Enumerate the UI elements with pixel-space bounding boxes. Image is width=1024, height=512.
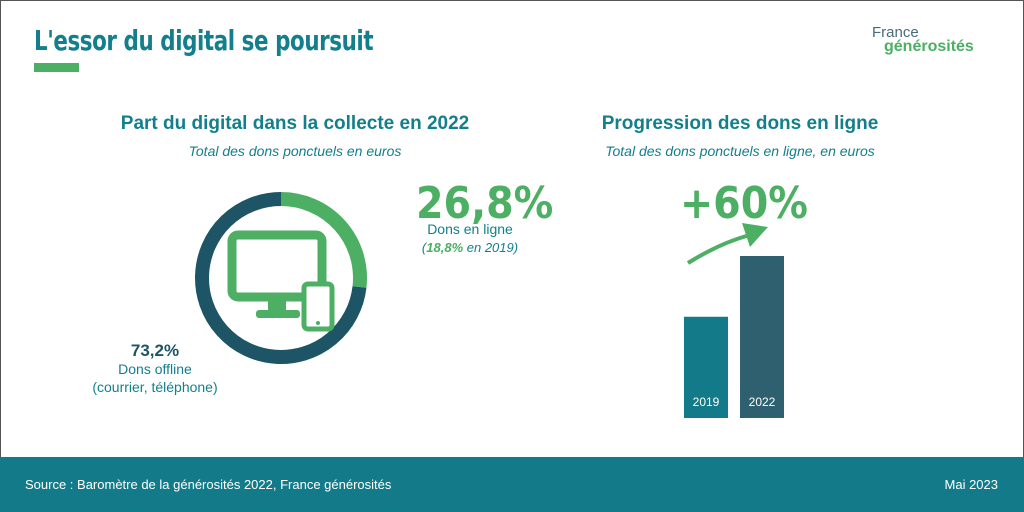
online-share-label: Dons en ligne bbox=[427, 221, 513, 237]
online-share-value: 26,8% bbox=[416, 178, 554, 229]
bar-chart: 2019 2022 bbox=[684, 256, 784, 418]
footer: Source : Baromètre de la générosités 202… bbox=[0, 457, 1024, 512]
offline-share-label: Dons offline bbox=[118, 361, 192, 377]
bar-2019 bbox=[684, 316, 728, 418]
donut-slice-offline bbox=[195, 192, 367, 364]
right-chart-title: Progression des dons en ligne bbox=[601, 113, 879, 134]
growth-label: +60% bbox=[680, 178, 808, 229]
donut-chart bbox=[195, 192, 367, 364]
logo: France générosités bbox=[872, 24, 974, 55]
title-underline bbox=[34, 63, 79, 72]
left-chart-title: Part du digital dans la collecte en 2022 bbox=[120, 113, 470, 134]
left-chart-subtitle: Total des dons ponctuels en euros bbox=[188, 143, 402, 159]
donut-slice-online bbox=[280, 192, 367, 288]
right-chart-subtitle: Total des dons ponctuels en ligne, en eu… bbox=[605, 143, 875, 159]
source-text: Source : Baromètre de la générosités 202… bbox=[25, 477, 392, 492]
page-title: L'essor du digital se poursuit bbox=[34, 24, 374, 57]
offline-share-detail: (courrier, téléphone) bbox=[92, 379, 218, 395]
online-2019-note: (18,8% en 2019) bbox=[421, 240, 519, 255]
bar-label-2022: 2022 bbox=[749, 395, 776, 409]
bar-label-2019: 2019 bbox=[693, 395, 720, 409]
arrow-up-right-icon bbox=[686, 223, 768, 265]
offline-share-value: 73,2% bbox=[130, 341, 180, 360]
date-text: Mai 2023 bbox=[944, 477, 998, 492]
bar-2022 bbox=[740, 256, 784, 418]
desktop-and-phone-icon bbox=[227, 230, 335, 332]
